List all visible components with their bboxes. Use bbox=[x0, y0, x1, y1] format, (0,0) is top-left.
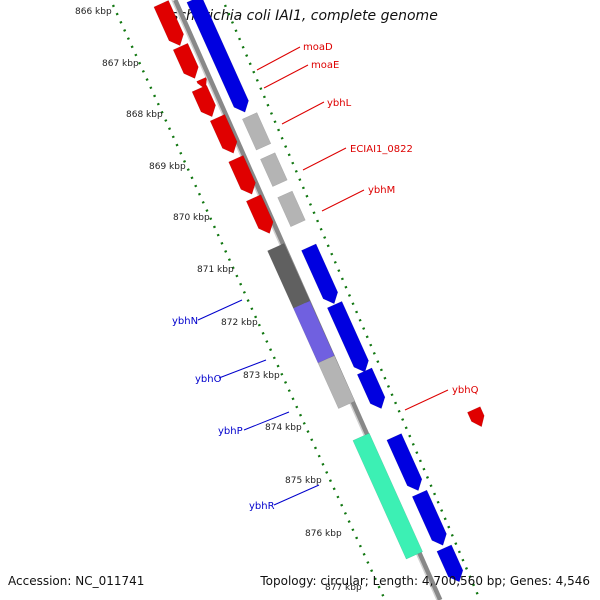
tick-label-1: 867 kbp bbox=[102, 59, 139, 69]
gene-block-blue-top bbox=[186, 0, 249, 113]
gene-block-moad bbox=[153, 0, 184, 46]
gene-label-ybhL: ybhL bbox=[327, 98, 352, 109]
tick-label-6: 872 kbp bbox=[221, 318, 258, 328]
tick-label-0: 866 kbp bbox=[75, 7, 112, 17]
gene-label-ECIAI1_0822: ECIAI1_0822 bbox=[350, 144, 413, 155]
leader-line-ybhR bbox=[273, 484, 320, 506]
tick-label-3: 869 kbp bbox=[149, 162, 186, 172]
gene-block-ybhp bbox=[356, 367, 386, 409]
gene-label-moaD: moaD bbox=[303, 42, 333, 53]
leader-line-ybhN bbox=[197, 299, 243, 321]
genome-summary-text: Topology: circular; Length: 4,700,560 bp… bbox=[260, 574, 590, 588]
gene-block-gray-1 bbox=[242, 112, 272, 151]
tick-label-10: 876 kbp bbox=[305, 529, 342, 539]
genome-title: Escherichia coli IAI1, complete genome bbox=[162, 8, 438, 24]
gene-block-gray-3 bbox=[277, 190, 306, 228]
gene-label-ybhP: ybhP bbox=[218, 426, 243, 437]
gene-label-ybhM: ybhM bbox=[368, 185, 395, 196]
gene-block-ybhm bbox=[245, 194, 274, 234]
leader-line-ECIAI1_0822 bbox=[302, 147, 347, 171]
gene-block-eciai1 bbox=[228, 155, 256, 195]
leader-line-ybhL bbox=[281, 101, 325, 125]
gene-label-moaE: moaE bbox=[311, 60, 339, 71]
gene-block-gray-2 bbox=[260, 152, 288, 187]
ruler-dotted-left bbox=[111, 4, 387, 600]
leader-line-ybhM bbox=[321, 189, 365, 212]
tick-label-7: 873 kbp bbox=[243, 371, 280, 381]
gene-label-ybhR: ybhR bbox=[249, 501, 275, 512]
tick-label-11: 877 kbp bbox=[325, 583, 362, 593]
gene-block-ybhr-3 bbox=[436, 544, 464, 583]
tick-label-4: 870 kbp bbox=[173, 213, 210, 223]
gene-label-ybhO: ybhO bbox=[195, 374, 222, 385]
gene-block-moae bbox=[172, 42, 199, 79]
tick-label-9: 875 kbp bbox=[285, 476, 322, 486]
gene-block-ybho bbox=[326, 300, 369, 373]
gene-block-ybhr-2 bbox=[411, 489, 447, 546]
gene-block-gray-4 bbox=[317, 355, 356, 409]
gene-label-ybhN: ybhN bbox=[172, 316, 198, 327]
gene-block-ybhl bbox=[209, 114, 238, 154]
tick-label-5: 871 kbp bbox=[197, 265, 234, 275]
gene-block-ybhr-1 bbox=[386, 433, 423, 491]
gene-block-ybhq bbox=[467, 406, 485, 428]
gene-label-ybhQ: ybhQ bbox=[452, 385, 479, 396]
gene-block-green-rna bbox=[352, 432, 423, 560]
gene-block-red-3 bbox=[191, 84, 216, 118]
leader-line-ybhQ bbox=[404, 389, 449, 411]
gene-block-ybhn bbox=[301, 243, 339, 305]
leader-line-moaE bbox=[263, 64, 309, 89]
leader-line-ybhP bbox=[243, 411, 290, 431]
tick-label-8: 874 kbp bbox=[265, 423, 302, 433]
accession-text: Accession: NC_011741 bbox=[8, 574, 145, 588]
leader-line-ybhO bbox=[218, 359, 267, 379]
leader-line-moaD bbox=[256, 46, 301, 71]
tick-label-2: 868 kbp bbox=[126, 110, 163, 120]
